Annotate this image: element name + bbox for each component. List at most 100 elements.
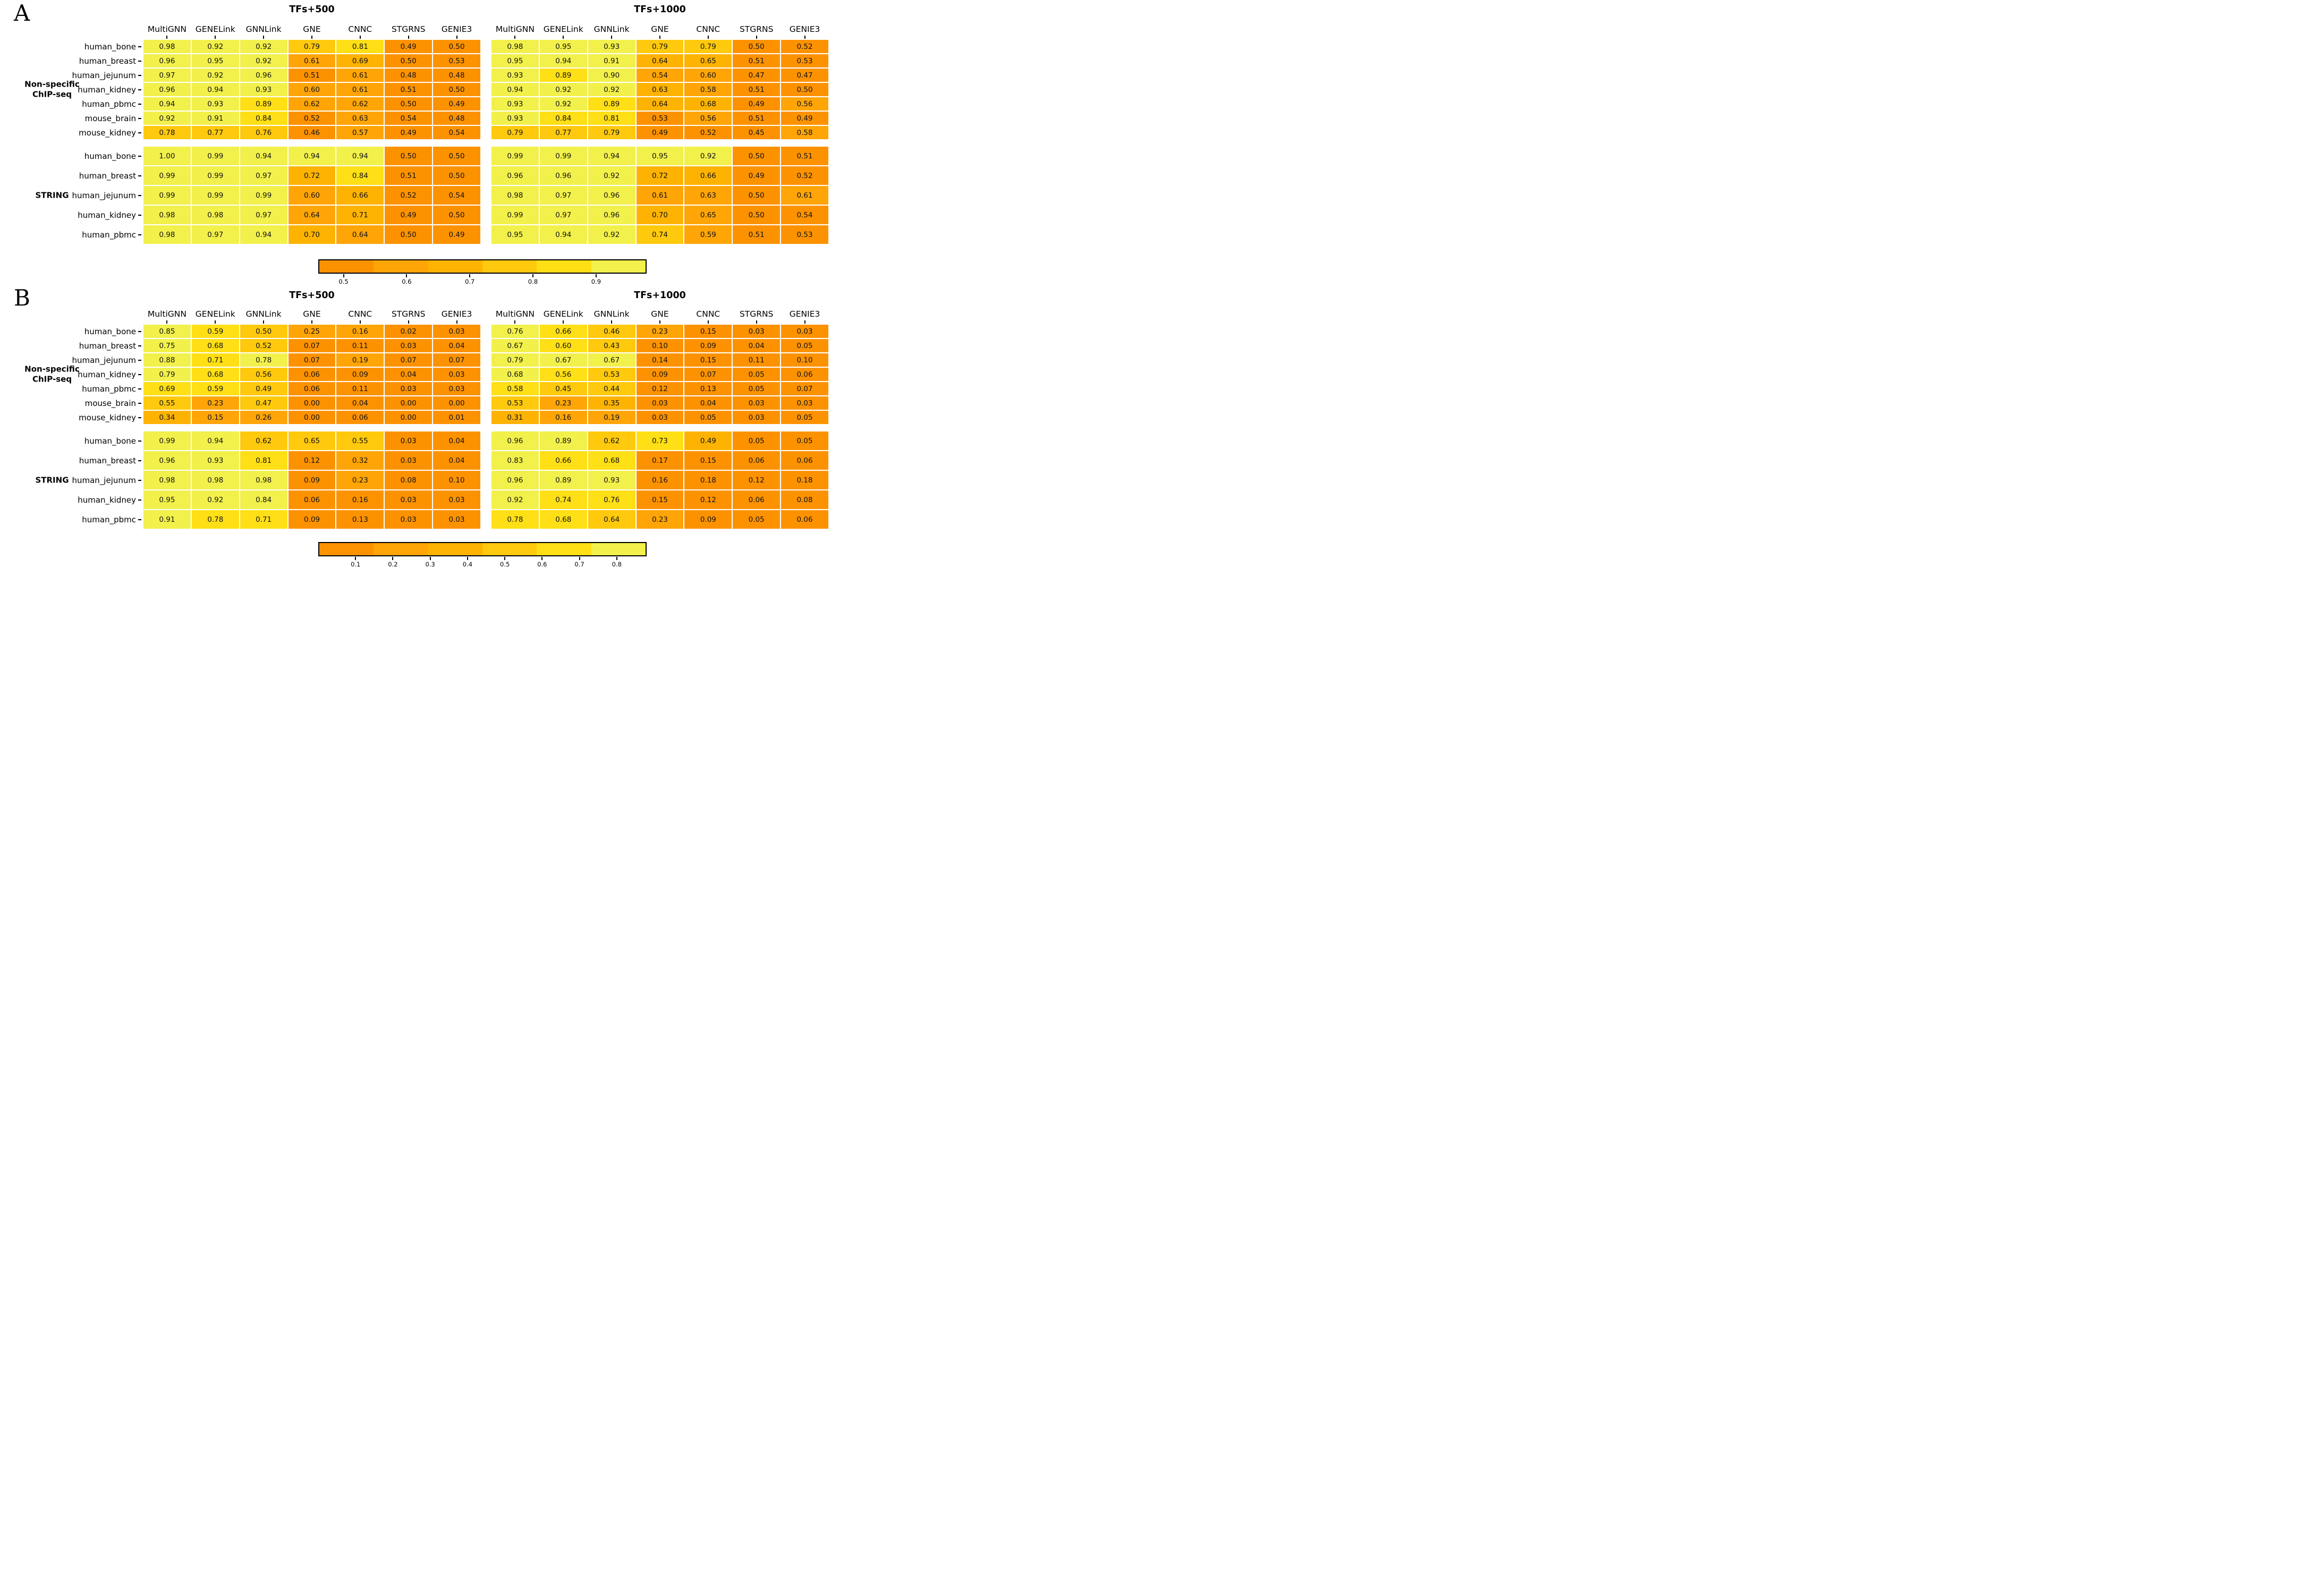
heatmap-cell: 0.68 <box>588 451 635 470</box>
heatmap-cell: 0.61 <box>288 54 336 67</box>
row-group-label: Non-specific ChIP-seq <box>24 364 80 384</box>
row-label: mouse_kidney <box>0 128 141 138</box>
heatmap-cell: 0.06 <box>288 382 336 395</box>
heatmap-cell: 0.98 <box>191 471 239 489</box>
heatmap-cell: 0.64 <box>588 510 635 529</box>
heatmap-cell: 0.62 <box>588 431 635 450</box>
heatmap-cell: 0.79 <box>588 126 635 139</box>
column-tick-mark <box>707 36 709 39</box>
column-header-row: MultiGNN GENELink GNNLink GNE CNNC STGRNS GENI… <box>143 309 480 319</box>
heatmap-cell: 0.46 <box>288 126 336 139</box>
heatmap-cell: 0.50 <box>433 206 480 224</box>
heatmap-cell: 0.99 <box>191 147 239 165</box>
heatmap-cell: 0.92 <box>588 225 635 244</box>
column-tick <box>491 320 539 324</box>
column-tick-mark <box>804 36 805 39</box>
heatmap-cell: 0.00 <box>288 396 336 410</box>
heatmap-cell: 0.06 <box>781 510 828 529</box>
heatmap-cell: 0.92 <box>588 166 635 185</box>
colorbar-tick-label: 0.4 <box>462 561 473 568</box>
colorbar-band <box>591 543 646 555</box>
row-tick-mark <box>138 104 141 105</box>
colorbar <box>318 542 647 556</box>
heatmap-cell: 0.76 <box>491 325 539 338</box>
column-tick-mark <box>215 36 216 39</box>
colorbar-tick <box>595 274 597 277</box>
panel-b-letter: B <box>14 285 30 311</box>
heatmap-cell: 0.92 <box>539 83 587 96</box>
heatmap-cell: 0.63 <box>636 83 684 96</box>
heatmap-cell: 0.15 <box>191 411 239 424</box>
heatmap-cell: 0.13 <box>336 510 384 529</box>
heatmap-cell: 0.61 <box>336 83 384 96</box>
heatmap-cell: 0.16 <box>336 325 384 338</box>
heatmap-cell: 0.49 <box>781 112 828 125</box>
row-label: human_jejunum <box>0 476 141 485</box>
heatmap-cell: 0.03 <box>385 431 432 450</box>
row-label: human_breast <box>0 341 141 351</box>
column-tick <box>684 320 732 324</box>
heatmap-cell: 0.92 <box>191 40 239 53</box>
heatmap-cell: 0.96 <box>143 54 191 67</box>
heatmap-cell: 0.13 <box>684 382 732 395</box>
heatmap-cell: 1.00 <box>143 147 191 165</box>
heatmap-cell: 0.81 <box>336 40 384 53</box>
heatmap-cell: 0.79 <box>491 353 539 367</box>
heatmap-grid: 0.98 0.95 0.93 0.79 0.79 0.50 0.52 0.95 0.94 0.91… <box>491 40 828 139</box>
heatmap-cell: 0.84 <box>240 112 287 125</box>
column-tick <box>336 320 384 324</box>
heatmap-cell: 0.61 <box>636 186 684 205</box>
column-header: CNNC <box>348 24 372 34</box>
heatmap-cell: 0.53 <box>636 112 684 125</box>
colorbar-band <box>374 543 428 555</box>
heatmap-cell: 0.94 <box>491 83 539 96</box>
colorbar-band <box>482 260 537 273</box>
heatmap-cell: 0.92 <box>143 112 191 125</box>
column-tick-mark <box>311 320 312 324</box>
column-header: MultiGNN <box>147 309 186 319</box>
heatmap-grid: 0.99 0.99 0.94 0.95 0.92 0.50 0.51 0.96 0.96 0.92… <box>491 147 828 244</box>
heatmap-cell: 0.79 <box>684 40 732 53</box>
heatmap-cell: 0.92 <box>191 490 239 509</box>
heatmap-cell: 0.78 <box>491 510 539 529</box>
column-tick-mark <box>659 320 660 324</box>
heatmap-cell: 0.15 <box>636 490 684 509</box>
column-header: GENELink <box>195 309 235 319</box>
column-header: MultiGNN <box>495 24 535 34</box>
heatmap-cell: 0.15 <box>684 353 732 367</box>
row-label: human_kidney <box>0 495 141 505</box>
heatmap-cell: 0.98 <box>143 206 191 224</box>
heatmap-cell: 0.71 <box>336 206 384 224</box>
heatmap-cell: 0.53 <box>781 54 828 67</box>
heatmap-cell: 0.49 <box>240 382 287 395</box>
column-tick-mark <box>707 320 709 324</box>
colorbar-tick <box>504 557 506 560</box>
heatmap-cell: 0.63 <box>684 186 732 205</box>
row-label: human_kidney <box>0 85 141 95</box>
heatmap-cell: 0.97 <box>240 166 287 185</box>
heatmap-cell: 0.03 <box>636 411 684 424</box>
column-header: GENIE3 <box>789 24 820 34</box>
heatmap-cell: 0.07 <box>781 382 828 395</box>
heatmap-cell: 0.89 <box>539 471 587 489</box>
heatmap-cell: 0.49 <box>385 206 432 224</box>
column-header-row: MultiGNN GENELink GNNLink GNE CNNC STGRNS GENI… <box>491 309 828 319</box>
heatmap-cell: 0.48 <box>385 69 432 82</box>
heatmap-cell: 0.23 <box>539 396 587 410</box>
heatmap-cell: 0.61 <box>336 69 384 82</box>
heatmap-cell: 0.59 <box>684 225 732 244</box>
heatmap-cell: 0.05 <box>684 411 732 424</box>
heatmap-cell: 0.09 <box>684 339 732 352</box>
column-header: MultiGNN <box>495 309 535 319</box>
row-tick-mark <box>138 61 141 62</box>
heatmap-cell: 0.94 <box>588 147 635 165</box>
heatmap-cell: 0.03 <box>385 339 432 352</box>
heatmap-cell: 0.96 <box>588 206 635 224</box>
heatmap-cell: 0.49 <box>433 97 480 111</box>
heatmap-cell: 0.06 <box>336 411 384 424</box>
heatmap-cell: 0.99 <box>191 166 239 185</box>
heatmap-cell: 0.03 <box>385 510 432 529</box>
heatmap-cell: 0.60 <box>288 186 336 205</box>
heatmap-cell: 0.12 <box>684 490 732 509</box>
heatmap-cell: 0.59 <box>191 382 239 395</box>
